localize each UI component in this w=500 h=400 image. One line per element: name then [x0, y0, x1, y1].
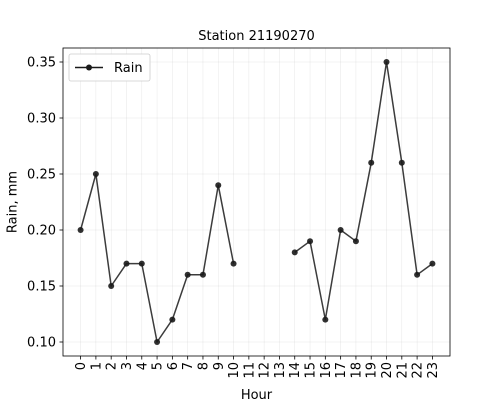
x-tick-label: 0	[74, 362, 89, 370]
y-tick-label: 0.10	[27, 336, 56, 351]
data-point	[398, 159, 405, 166]
data-point	[154, 339, 161, 345]
data-point	[184, 271, 191, 278]
x-tick-label: 8	[196, 362, 211, 370]
data-point	[108, 283, 115, 289]
x-tick-label: 12	[258, 362, 273, 379]
grid-lines	[63, 48, 450, 356]
legend-marker	[86, 64, 92, 71]
data-point	[291, 249, 298, 256]
x-tick-label: 16	[319, 362, 334, 379]
axes-frame	[62, 47, 451, 357]
x-tick-label: 4	[135, 362, 150, 370]
legend-label-rain: Rain	[114, 61, 143, 76]
x-tick-label: 7	[181, 362, 196, 370]
data-point	[169, 316, 176, 323]
data-point	[337, 227, 344, 233]
x-tick-label: 22	[411, 362, 426, 379]
data-point	[215, 182, 222, 189]
x-tick-label: 11	[242, 362, 257, 379]
x-tick-label: 23	[426, 362, 441, 379]
data-point	[92, 171, 99, 177]
legend-box	[68, 53, 151, 82]
legend: Rain	[68, 53, 151, 82]
data-point	[307, 238, 314, 245]
data-point	[77, 227, 84, 233]
y-tick-label: 0.35	[27, 56, 56, 71]
series-line-segment	[294, 61, 433, 321]
data-point	[230, 260, 237, 267]
x-tick-label: 20	[380, 362, 395, 379]
y-tick-label: 0.25	[27, 168, 56, 183]
x-tick-label: 14	[288, 362, 303, 379]
x-tick-label: 15	[304, 362, 319, 379]
x-tick-label: 21	[395, 362, 410, 379]
data-point	[352, 238, 359, 245]
data-point	[414, 271, 421, 278]
x-tick-label: 19	[365, 362, 380, 379]
data-point	[138, 260, 145, 267]
data-point	[383, 59, 390, 65]
data-point	[199, 271, 206, 278]
x-tick-label: 3	[120, 362, 135, 370]
series-rain	[77, 59, 436, 345]
chart-title: Station 21190270	[198, 29, 315, 44]
x-tick-label: 5	[151, 362, 166, 370]
x-tick-label: 13	[273, 362, 288, 379]
data-point	[429, 260, 436, 267]
x-tick-label: 6	[166, 362, 181, 370]
x-tick-label: 18	[349, 362, 364, 379]
y-axis-label: Rain, mm	[6, 171, 21, 233]
x-tick-label: 2	[105, 362, 120, 370]
x-tick-label: 1	[89, 362, 104, 370]
data-point	[123, 260, 130, 267]
x-tick-label: 10	[227, 362, 242, 379]
x-axis-label: Hour	[241, 388, 273, 400]
axis-ticks: 0 1 2 3 4 5 6 7 8 9 10 11 12 13 14 15 16 17 18 19 20 21 22 230.…	[27, 56, 441, 379]
y-tick-label: 0.30	[27, 112, 56, 127]
x-tick-label: 17	[334, 362, 349, 379]
data-point	[368, 159, 375, 166]
data-point	[322, 316, 329, 323]
x-tick-label: 9	[212, 362, 227, 370]
y-tick-label: 0.15	[27, 280, 56, 295]
y-tick-label: 0.20	[27, 224, 56, 239]
